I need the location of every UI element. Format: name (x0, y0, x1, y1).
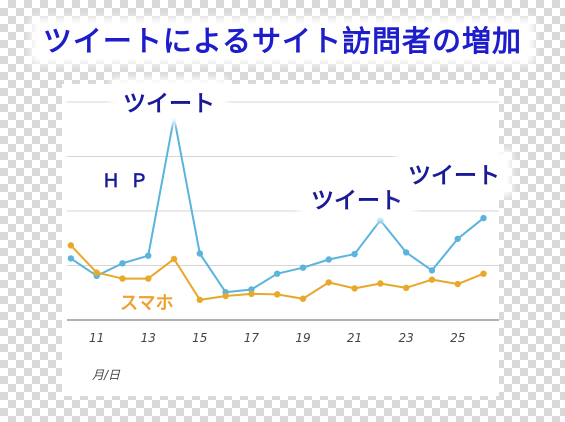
x-axis-label: 月/日 (92, 368, 121, 382)
data-point-smartphone (93, 269, 100, 276)
data-point-smartphone (377, 280, 384, 287)
line-chart: 11 13 15 17 19 21 23 25 (67, 101, 499, 345)
tweet-annotation-3: ツイート (402, 156, 506, 190)
data-point-hp (480, 214, 487, 222)
data-point-hp (351, 250, 358, 258)
series-label-smartphone: スマホ (120, 293, 174, 314)
data-point-hp (299, 264, 307, 271)
x-axis: 11 13 15 17 19 21 23 25 (67, 319, 499, 345)
tweet-annotation-1: ツイート (117, 84, 221, 118)
data-point-smartphone (325, 279, 332, 286)
x-tick-label: 21 (347, 331, 362, 345)
data-point-smartphone (480, 270, 487, 277)
data-point-smartphone (273, 291, 281, 298)
series-label-hp: ＨＰ (102, 171, 158, 192)
data-point-hp (273, 270, 281, 277)
data-point-smartphone (402, 284, 410, 292)
data-point-smartphone (119, 275, 126, 282)
x-tick-label: 23 (399, 331, 414, 345)
x-tick-label: 13 (141, 331, 156, 345)
data-point-hp (454, 235, 461, 242)
x-tick-label: 19 (295, 331, 310, 345)
data-point-smartphone (67, 242, 75, 249)
x-tick-label: 15 (192, 331, 207, 345)
data-point-smartphone (454, 280, 461, 288)
data-point-smartphone (170, 255, 178, 263)
chart-panel: 11 13 15 17 19 21 23 25 ツイート ツイート ツイート ＨＰ スマホ 月… (62, 84, 506, 396)
data-point-hp (377, 217, 384, 224)
data-point-hp (325, 256, 332, 263)
x-tick-label: 25 (450, 331, 465, 345)
data-point-hp (428, 267, 436, 274)
series-layer (67, 114, 487, 304)
data-point-hp (67, 255, 75, 262)
x-tick-label: 17 (244, 331, 260, 345)
data-point-hp (196, 250, 204, 257)
data-point-smartphone (351, 285, 358, 292)
tweet-annotation-2: ツイート (305, 181, 409, 215)
data-point-smartphone (196, 296, 204, 304)
page-title-text: ツイートによるサイト訪問者の増加 (36, 24, 529, 58)
data-point-smartphone (248, 290, 255, 298)
data-point-hp (119, 260, 126, 267)
data-point-hp (145, 252, 152, 259)
data-point-smartphone (428, 276, 436, 283)
data-point-smartphone (145, 275, 152, 282)
data-point-smartphone (222, 292, 229, 300)
data-point-hp (402, 249, 410, 256)
data-point-smartphone (299, 295, 307, 302)
page-title: ツイートによるサイト訪問者の増加 (0, 18, 565, 60)
x-tick-label: 11 (89, 331, 104, 345)
